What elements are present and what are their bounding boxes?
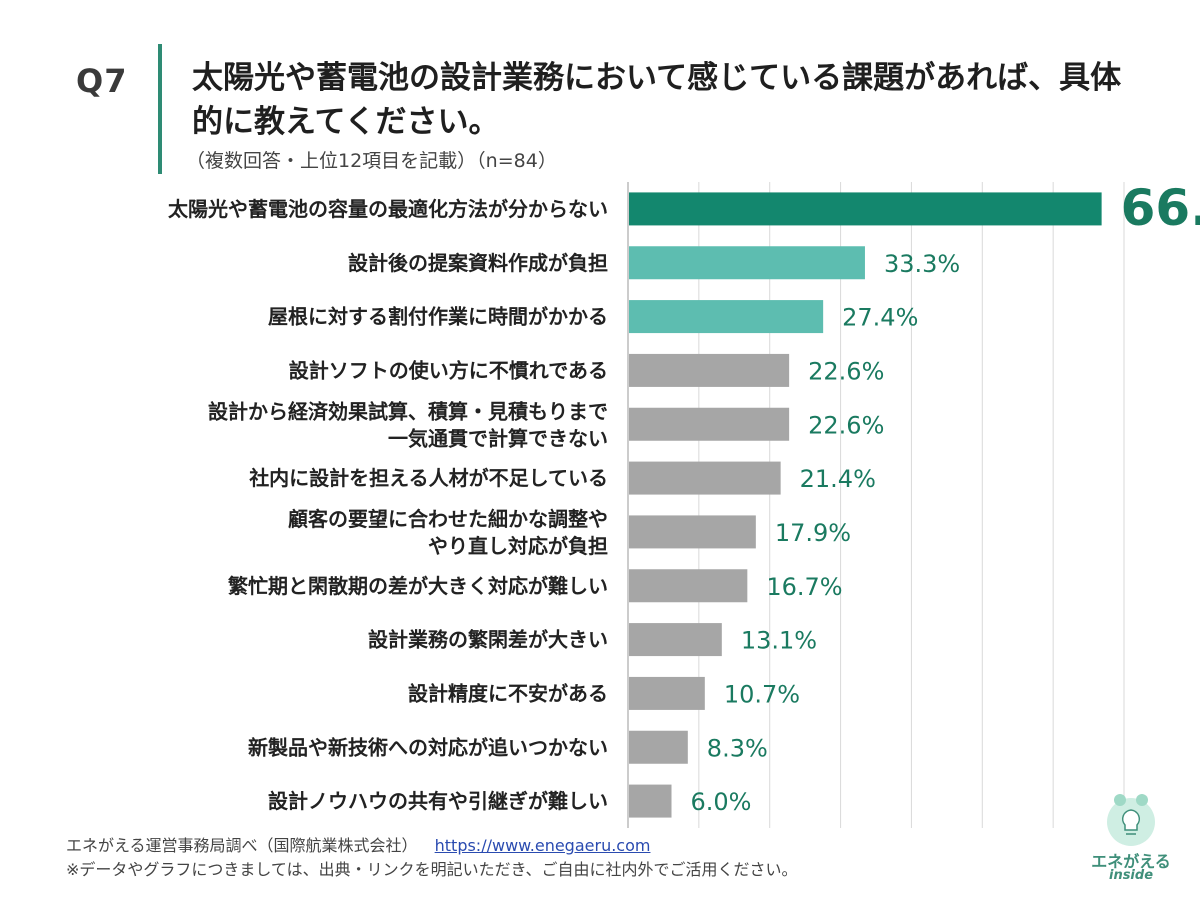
value-label-1: 66.7% [1121, 179, 1200, 237]
category-label-2: 設計後の提案資料作成が負担 [348, 251, 608, 275]
category-label-9: 設計業務の繁閑差が大きい [368, 628, 608, 652]
page-title: 太陽光や蓄電池の設計業務において感じている課題があれば、具体的に教えてください。 [192, 60, 1122, 140]
page-subtitle: （複数回答・上位12項目を記載）（n=84） [186, 150, 557, 172]
bar-1 [629, 192, 1102, 226]
source-note: エネがえる運営事務局調べ（国際航業株式会社） https://www.enega… [66, 832, 650, 856]
logo-text: エネがえる [1091, 852, 1171, 871]
source-text: エネがえる運営事務局調べ（国際航業株式会社） [66, 836, 418, 855]
question-number: Q7 [76, 62, 128, 100]
category-label-4: 設計ソフトの使い方に不慣れである [289, 358, 608, 382]
category-label-12: 設計ノウハウの共有や引継ぎが難しい [268, 789, 608, 813]
title-accent-bar [158, 44, 162, 174]
bar-7 [629, 515, 756, 549]
usage-note: ※データやグラフにつきましては、出典・リンクを明記いただき、ご自由に社内外でご活… [66, 860, 798, 879]
category-label-3: 屋根に対する割付作業に時間がかかる [268, 305, 608, 329]
bar-6 [629, 461, 781, 495]
category-label-6: 社内に設計を担える人材が不足している [248, 466, 608, 490]
value-label-3: 27.4% [842, 304, 918, 332]
category-label-1: 太陽光や蓄電池の容量の最適化方法が分からない [168, 197, 608, 221]
lightbulb-icon [1107, 794, 1155, 846]
bar-8 [629, 569, 748, 603]
logo-subtext: inside [1108, 868, 1154, 883]
brand-logo: エネがえる inside [1086, 792, 1176, 892]
value-label-12: 6.0% [691, 788, 752, 816]
category-label-5: 設計から経済効果試算、積算・見積もりまで [208, 399, 608, 423]
bar-11 [629, 730, 688, 764]
category-label-11: 新製品や新技術への対応が追いつかない [248, 735, 608, 759]
value-label-8: 16.7% [766, 573, 842, 601]
bar-12 [629, 784, 672, 818]
bar-10 [629, 676, 705, 710]
category-label-7: 顧客の要望に合わせた細かな調整や [288, 507, 608, 531]
value-label-9: 13.1% [741, 627, 817, 655]
value-label-7: 17.9% [775, 519, 851, 547]
category-label-10: 設計精度に不安がある [408, 681, 608, 705]
value-label-5: 22.6% [808, 411, 884, 439]
bar-4 [629, 353, 790, 387]
value-label-11: 8.3% [707, 734, 768, 762]
bar-5 [629, 407, 790, 441]
value-label-4: 22.6% [808, 357, 884, 385]
category-label-5: 一気通貫で計算できない [388, 426, 608, 450]
value-label-10: 10.7% [724, 680, 800, 708]
bar-9 [629, 623, 722, 657]
bar-2 [629, 246, 865, 280]
bar-3 [629, 300, 824, 334]
source-link[interactable]: https://www.enegaeru.com [434, 836, 651, 855]
value-label-2: 33.3% [884, 250, 960, 278]
category-label-8: 繁忙期と閑散期の差が大きく対応が難しい [228, 574, 608, 598]
category-label-7: やり直し対応が負担 [428, 534, 608, 558]
value-label-6: 21.4% [800, 465, 876, 493]
